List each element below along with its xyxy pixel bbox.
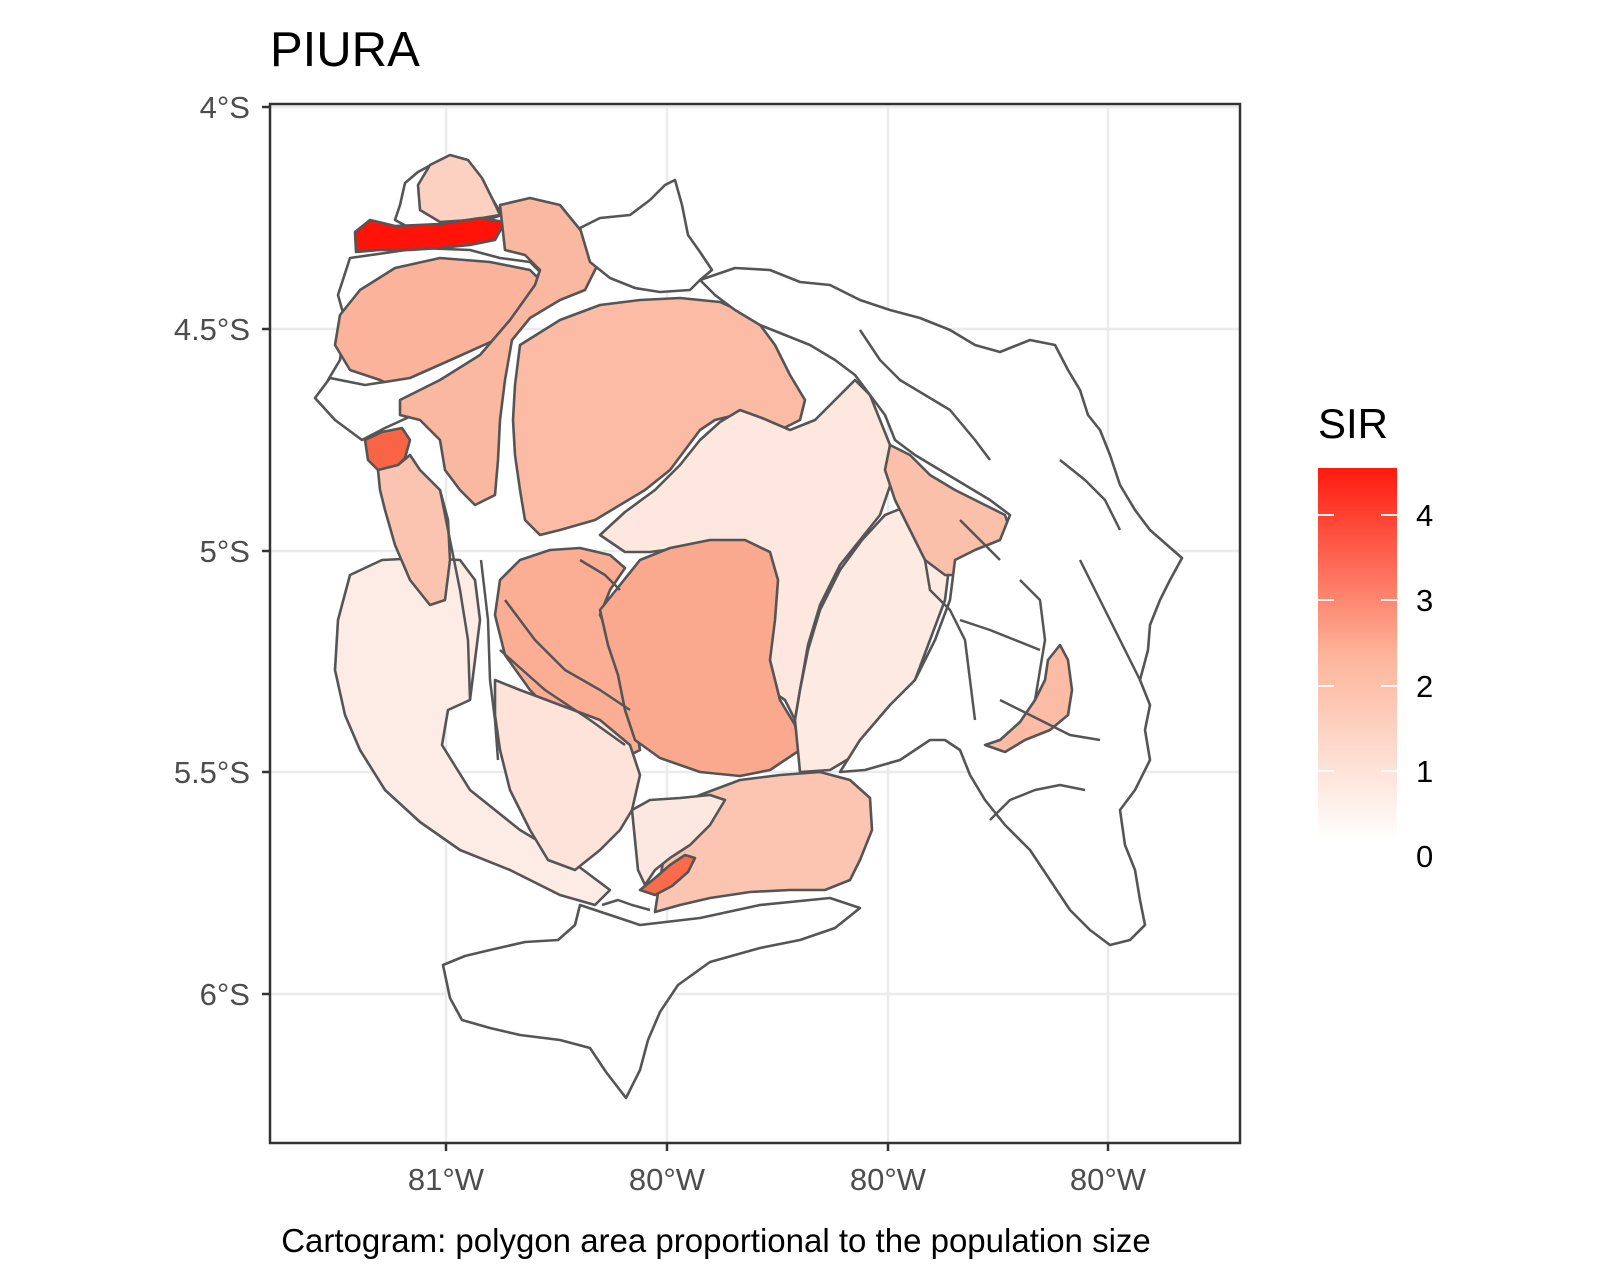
region (598, 538, 802, 778)
x-tick-label: 80°W (850, 1162, 927, 1197)
legend-title: SIR (1318, 400, 1388, 447)
region (416, 153, 502, 224)
x-tick-label: 81°W (408, 1162, 485, 1197)
region (441, 896, 862, 1100)
legend-colorbar (1318, 468, 1397, 841)
x-axis (444, 1143, 1110, 1151)
region (638, 853, 697, 897)
panel-border (268, 102, 1242, 1145)
x-tick-label: 80°W (1070, 1162, 1147, 1197)
y-axis (262, 105, 270, 996)
y-tick-label: 5.5°S (174, 755, 250, 790)
regions (313, 153, 1184, 1100)
region (353, 216, 507, 254)
region (511, 296, 807, 537)
y-tick-label: 4°S (200, 90, 250, 125)
x-tick-label: 80°W (629, 1162, 706, 1197)
legend-tick-label: 0 (1416, 839, 1433, 874)
region (578, 178, 714, 294)
y-tick-label: 5°S (200, 534, 250, 569)
region (398, 196, 602, 507)
legend: SIR 0 1 2 3 4 (1318, 400, 1433, 874)
legend-tick-label: 2 (1416, 669, 1433, 704)
region (630, 793, 727, 887)
map-title: PIURA (270, 23, 420, 77)
y-tick-label: 4.5°S (174, 312, 250, 347)
map-caption: Cartogram: polygon area proportional to … (281, 1222, 1151, 1259)
legend-tick-label: 3 (1416, 583, 1433, 618)
y-tick-label: 6°S (200, 977, 250, 1012)
region (698, 266, 1184, 947)
region (376, 453, 452, 607)
legend-tick-label: 1 (1416, 754, 1433, 789)
legend-tick-label: 4 (1416, 498, 1433, 533)
